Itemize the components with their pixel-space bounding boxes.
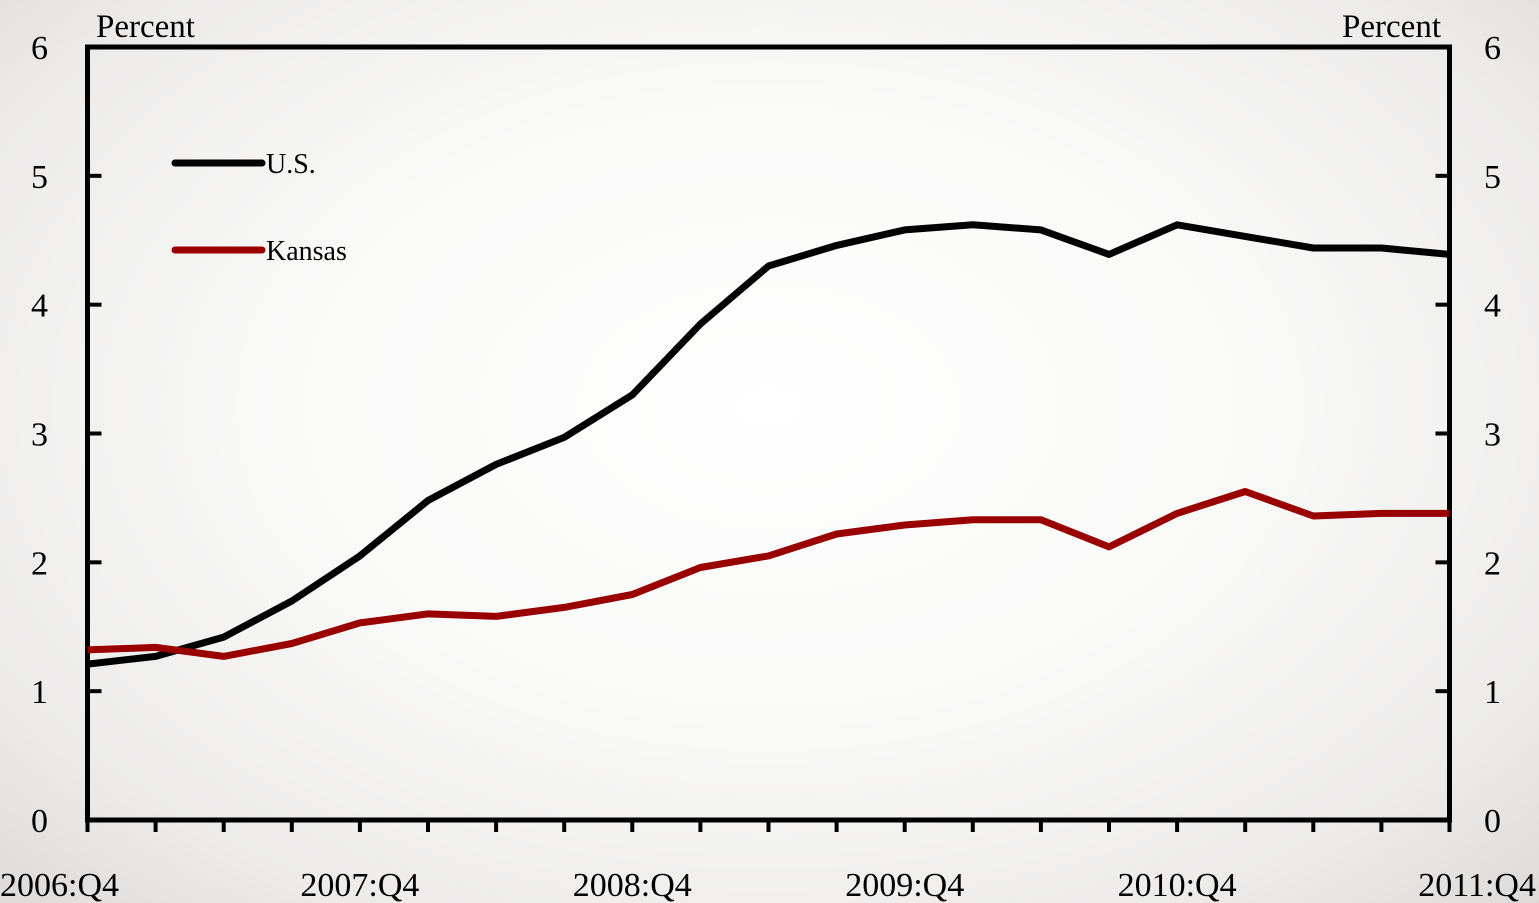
left-y-tick-label: 4 [31,288,48,325]
legend-label: U.S. [266,149,316,180]
left-y-tick-label: 3 [31,417,48,454]
series-layer [87,221,1450,668]
x-tick-label: 2010:Q4 [1118,867,1237,903]
left-y-tick-label: 5 [31,159,48,196]
right-y-tick-label: 0 [1484,803,1501,840]
series-line-kansas [87,488,1450,660]
x-tick-label: 2011:Q4 [1418,867,1536,903]
x-axis-ticks: 2006:Q4 2007:Q4 2008:Q4 2009:Q4 2010:Q4 2011:… [0,820,1536,903]
legend-label: Kansas [266,236,347,267]
right-axis-ticks: 0 1 2 3 4 5 6 [1435,30,1501,840]
x-tick-label: 2006:Q4 [0,867,119,903]
x-tick-label: 2009:Q4 [845,867,964,903]
x-tick-label: 2008:Q4 [573,867,692,903]
left-y-tick-label: 2 [31,545,48,582]
right-y-tick-label: 2 [1484,545,1501,582]
right-axis-title: Percent [1342,9,1441,45]
x-tick-label: 2007:Q4 [300,867,419,903]
left-axis-title: Percent [96,9,195,45]
left-axis-ticks: 0 1 2 3 4 5 6 [31,30,102,840]
right-y-tick-label: 1 [1484,674,1501,711]
left-y-tick-label: 1 [31,674,48,711]
legend: U.S. Kansas [171,149,347,267]
left-y-tick-label: 6 [31,30,48,67]
right-y-tick-label: 5 [1484,159,1501,196]
series-line-u-s [87,221,1450,668]
left-y-tick-label: 0 [31,803,48,840]
right-y-tick-label: 3 [1484,417,1501,454]
right-y-tick-label: 4 [1484,288,1501,325]
right-y-tick-label: 6 [1484,30,1501,67]
